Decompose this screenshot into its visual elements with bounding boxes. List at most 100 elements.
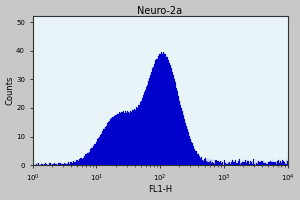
Bar: [215, 160, 216, 165]
Bar: [60, 163, 61, 165]
Y-axis label: Counts: Counts: [6, 76, 15, 105]
Bar: [55, 164, 56, 165]
Bar: [92, 148, 93, 165]
Bar: [142, 98, 143, 165]
Bar: [249, 163, 250, 165]
Bar: [230, 164, 231, 165]
Bar: [198, 154, 199, 165]
Bar: [66, 164, 67, 165]
Bar: [139, 105, 140, 165]
Bar: [254, 164, 255, 165]
Bar: [42, 164, 43, 165]
Bar: [261, 161, 262, 165]
Bar: [188, 132, 189, 165]
Bar: [235, 160, 236, 165]
Bar: [152, 68, 153, 165]
Bar: [38, 163, 39, 165]
Bar: [110, 119, 111, 165]
X-axis label: FL1-H: FL1-H: [148, 185, 172, 194]
Bar: [50, 163, 51, 165]
Bar: [83, 158, 84, 165]
Bar: [74, 162, 75, 165]
Bar: [234, 162, 235, 165]
Bar: [124, 113, 125, 165]
Bar: [158, 54, 159, 165]
Bar: [259, 162, 260, 165]
Bar: [210, 161, 211, 165]
Bar: [68, 162, 69, 165]
Bar: [220, 161, 221, 165]
Bar: [201, 157, 202, 165]
Bar: [46, 164, 47, 165]
Bar: [157, 59, 158, 165]
Bar: [54, 163, 55, 165]
Bar: [75, 162, 76, 165]
Bar: [90, 149, 91, 165]
Bar: [40, 164, 41, 165]
Bar: [67, 164, 68, 165]
Title: Neuro-2a: Neuro-2a: [137, 6, 183, 16]
Bar: [241, 163, 242, 165]
Bar: [284, 162, 285, 165]
Bar: [99, 137, 100, 165]
Bar: [113, 117, 114, 165]
Bar: [160, 54, 161, 165]
Bar: [153, 67, 154, 165]
Bar: [276, 164, 277, 165]
Bar: [73, 161, 74, 165]
Bar: [107, 123, 108, 165]
Bar: [106, 126, 107, 165]
Bar: [245, 160, 246, 165]
Bar: [217, 161, 218, 165]
Bar: [45, 163, 46, 165]
Bar: [95, 144, 96, 165]
Bar: [273, 159, 274, 165]
Bar: [286, 164, 287, 165]
Bar: [134, 109, 135, 165]
Bar: [178, 96, 179, 165]
Bar: [56, 164, 57, 165]
Bar: [49, 163, 50, 165]
Bar: [193, 146, 194, 165]
Bar: [262, 161, 263, 165]
Bar: [250, 161, 251, 165]
Bar: [126, 113, 127, 165]
Bar: [283, 161, 284, 165]
Bar: [179, 101, 180, 165]
Bar: [115, 115, 116, 165]
Bar: [260, 162, 261, 165]
Bar: [91, 148, 92, 165]
Bar: [77, 160, 78, 165]
Bar: [222, 162, 223, 165]
Bar: [207, 162, 208, 165]
Bar: [268, 162, 269, 165]
Bar: [112, 117, 113, 165]
Bar: [103, 129, 104, 165]
Bar: [145, 90, 146, 165]
Bar: [174, 79, 175, 165]
Bar: [64, 164, 65, 165]
Bar: [96, 142, 97, 165]
Bar: [172, 72, 173, 165]
Bar: [163, 52, 164, 165]
Bar: [146, 87, 147, 165]
Bar: [167, 57, 168, 165]
Bar: [202, 160, 203, 165]
Bar: [85, 154, 86, 165]
Bar: [221, 163, 222, 165]
Bar: [166, 57, 167, 165]
Bar: [257, 164, 258, 165]
Bar: [162, 54, 163, 165]
Bar: [176, 88, 177, 165]
Bar: [143, 95, 144, 165]
Bar: [150, 75, 151, 165]
Bar: [271, 162, 272, 165]
Bar: [243, 162, 244, 165]
Bar: [151, 73, 152, 165]
Bar: [190, 139, 191, 165]
Bar: [226, 164, 227, 165]
Bar: [279, 163, 280, 165]
Bar: [69, 164, 70, 165]
Bar: [78, 161, 79, 165]
Bar: [94, 144, 95, 165]
